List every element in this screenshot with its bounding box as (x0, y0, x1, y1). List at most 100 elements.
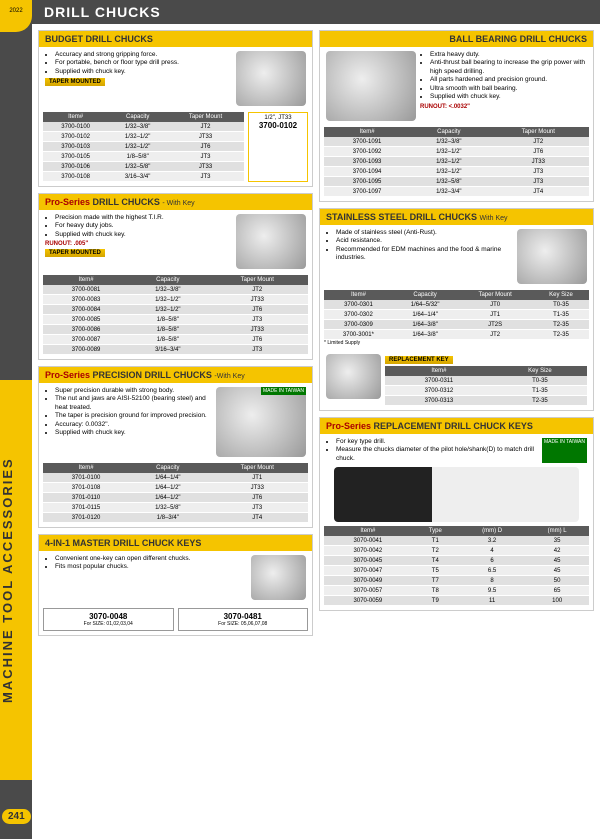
table-row: 3070-0059T911100 (324, 596, 589, 606)
bullet: Supplied with chuck key. (55, 68, 232, 76)
bullet-list: Made of stainless steel (Anti-Rust).Acid… (326, 229, 513, 263)
bullet: Accuracy and strong gripping force. (55, 51, 232, 59)
bullet-list: For key type drill.Measure the chucks di… (326, 438, 538, 463)
bullet-list: Super precision durable with strong body… (45, 387, 212, 438)
spec-table: Item#Type(mm) D(mm) L3070-0041T13.235307… (324, 526, 589, 606)
col-header: Taper Mount (207, 463, 308, 473)
table-row: 3701-01101/64–1/2"JT6 (43, 493, 308, 503)
table-row: 3700-01031/32–1/2"JT6 (43, 142, 244, 152)
panel-title: Pro-Series PRECISION DRILL CHUCKS -With … (39, 367, 312, 383)
footnote: * Limited Supply (324, 340, 589, 346)
panel-title: STAINLESS STEEL DRILL CHUCKS With Key (320, 209, 593, 225)
bullet-list: Convenient one-key can open different ch… (45, 555, 247, 572)
bullet-list: Precision made with the highest T.I.R.Fo… (45, 214, 232, 239)
key-image (326, 354, 381, 399)
sidebar-label: MACHINE TOOL ACCESSORIES (0, 380, 32, 780)
col-header: Item# (43, 275, 129, 285)
table-row: 3070-0049T7850 (324, 576, 589, 586)
col-header: Capacity (410, 127, 487, 137)
col-header: Item# (324, 290, 393, 300)
panel-title: Pro-Series DRILL CHUCKS - With Key (39, 194, 312, 210)
table-row: 3070-0045T4645 (324, 556, 589, 566)
bullet: Precision made with the highest T.I.R. (55, 214, 232, 222)
table-row: 3700-03091/64–3/8"JT2ST2-35 (324, 320, 589, 330)
table-row: 3700-01083/16–3/4"JT3 (43, 172, 244, 182)
table-row: 3070-0042T2442 (324, 546, 589, 556)
year-badge: 2022 (0, 0, 32, 32)
table-row: 3700-10951/32–5/8"JT3 (324, 177, 589, 187)
panel-title: Pro-Series REPLACEMENT DRILL CHUCK KEYS (320, 418, 593, 434)
bullet: Super precision durable with strong body… (55, 387, 212, 395)
table-row: 3700-10971/32–3/4"JT4 (324, 187, 589, 197)
bullet: The taper is precision ground for improv… (55, 412, 212, 420)
table-row: 3700-10911/32–3/8"JT2 (324, 137, 589, 147)
table-row: 3070-0047T56.545 (324, 566, 589, 576)
right-column: BALL BEARING DRILL CHUCKS Extra heavy du… (319, 30, 594, 636)
bullet: Accuracy: 0.0032". (55, 421, 212, 429)
bullet: All parts hardened and precision ground. (430, 76, 587, 84)
product-image (236, 51, 306, 106)
panel-title: BUDGET DRILL CHUCKS (39, 31, 312, 47)
table-row: 3700-01061/32–5/8"JT33 (43, 162, 244, 172)
table-row: 3700-00831/32–1/2"JT33 (43, 295, 308, 305)
table-row: 3700-03021/64–1/4"JT1T1-35 (324, 310, 589, 320)
taper-tag: TAPER MOUNTED (45, 78, 105, 86)
spec-table: Item#CapacityTaper Mount3700-01001/32–3/… (43, 112, 244, 182)
table-row: 3701-01081/64–1/2"JT33 (43, 483, 308, 493)
bullet: For key type drill. (336, 438, 538, 446)
item-pair: 3070-0048For SIZE: 01,02,03,04 3070-0481… (39, 604, 312, 635)
bullet: Supplied with chuck key. (430, 93, 587, 101)
bullet: Made of stainless steel (Anti-Rust). (336, 229, 513, 237)
product-image (236, 214, 306, 269)
product-image: MADE IN TAIWAN (216, 387, 306, 457)
col-header: Capacity (129, 275, 206, 285)
keys-panel: Pro-Series REPLACEMENT DRILL CHUCK KEYS … (319, 417, 594, 611)
bullet: Anti-thrust ball bearing to increase the… (430, 59, 587, 76)
precision-panel: Pro-Series PRECISION DRILL CHUCKS -With … (38, 366, 313, 528)
master-panel: 4-IN-1 MASTER DRILL CHUCK KEYS Convenien… (38, 534, 313, 636)
table-row: 3700-01001/32–3/8"JT2 (43, 122, 244, 132)
rep-title: REPLACEMENT KEY (385, 356, 453, 364)
bullet: Acid resistance. (336, 237, 513, 245)
page-header: DRILL CHUCKS (32, 0, 600, 24)
table-row: 3700-00861/8–5/8"JT33 (43, 325, 308, 335)
col-header: Item# (43, 112, 108, 122)
table-row: 3700-3001*1/64–3/8"JT2T2-35 (324, 330, 589, 340)
col-header: Type (412, 526, 459, 536)
col-header: Capacity (108, 112, 167, 122)
col-header: Item# (324, 526, 412, 536)
col-header: (mm) L (525, 526, 589, 536)
bullet: Extra heavy duty. (430, 51, 587, 59)
col-header: Taper Mount (488, 127, 589, 137)
bullet: Recommended for EDM machines and the foo… (336, 246, 513, 263)
rep-table: Item#Key Size3700-0311T0-353700-0312T1-3… (385, 366, 587, 406)
table-row: 3701-01201/8–3/4"JT4 (43, 513, 308, 523)
table-row: 3700-01051/8–5/8"JT3 (43, 152, 244, 162)
table-row: 3700-01021/32–1/2"JT33 (43, 132, 244, 142)
table-row: 3700-00871/8–5/8"JT6 (43, 335, 308, 345)
table-row: 3700-00841/32–1/2"JT6 (43, 305, 308, 315)
col-header: Item# (324, 127, 410, 137)
spec-table: Item#CapacityTaper Mount3701-01001/64–1/… (43, 463, 308, 523)
left-column: BUDGET DRILL CHUCKS Accuracy and strong … (38, 30, 313, 636)
runout: RUNOUT: <.0032" (420, 104, 587, 110)
table-row: 3700-00851/8–5/8"JT3 (43, 315, 308, 325)
runout: RUNOUT: .005" (45, 241, 232, 247)
col-header: Key Size (533, 290, 589, 300)
stainless-panel: STAINLESS STEEL DRILL CHUCKS With Key Ma… (319, 208, 594, 411)
table-row: 3701-01001/64–1/4"JT1 (43, 473, 308, 483)
col-header: Taper Mount (207, 275, 308, 285)
ball-panel: BALL BEARING DRILL CHUCKS Extra heavy du… (319, 30, 594, 202)
bullet: Ultra smooth with ball bearing. (430, 85, 587, 93)
bullet: Supplied with chuck key. (55, 231, 232, 239)
spec-table: Item#CapacityTaper Mount3700-00811/32–3/… (43, 275, 308, 355)
bullet: Measure the chucks diameter of the pilot… (336, 446, 538, 463)
taper-tag: TAPER MOUNTED (45, 249, 105, 257)
made-badge: MADE IN TAIWAN (542, 438, 587, 463)
table-row: 3700-10931/32–1/2"JT33 (324, 157, 589, 167)
panel-title: 4-IN-1 MASTER DRILL CHUCK KEYS (39, 535, 312, 551)
page: DRILL CHUCKS BUDGET DRILL CHUCKS Accurac… (32, 0, 600, 839)
table-row: 3700-10921/32–1/2"JT6 (324, 147, 589, 157)
col-header: (mm) D (459, 526, 525, 536)
table-row: 3701-01151/32–5/8"JT3 (43, 503, 308, 513)
